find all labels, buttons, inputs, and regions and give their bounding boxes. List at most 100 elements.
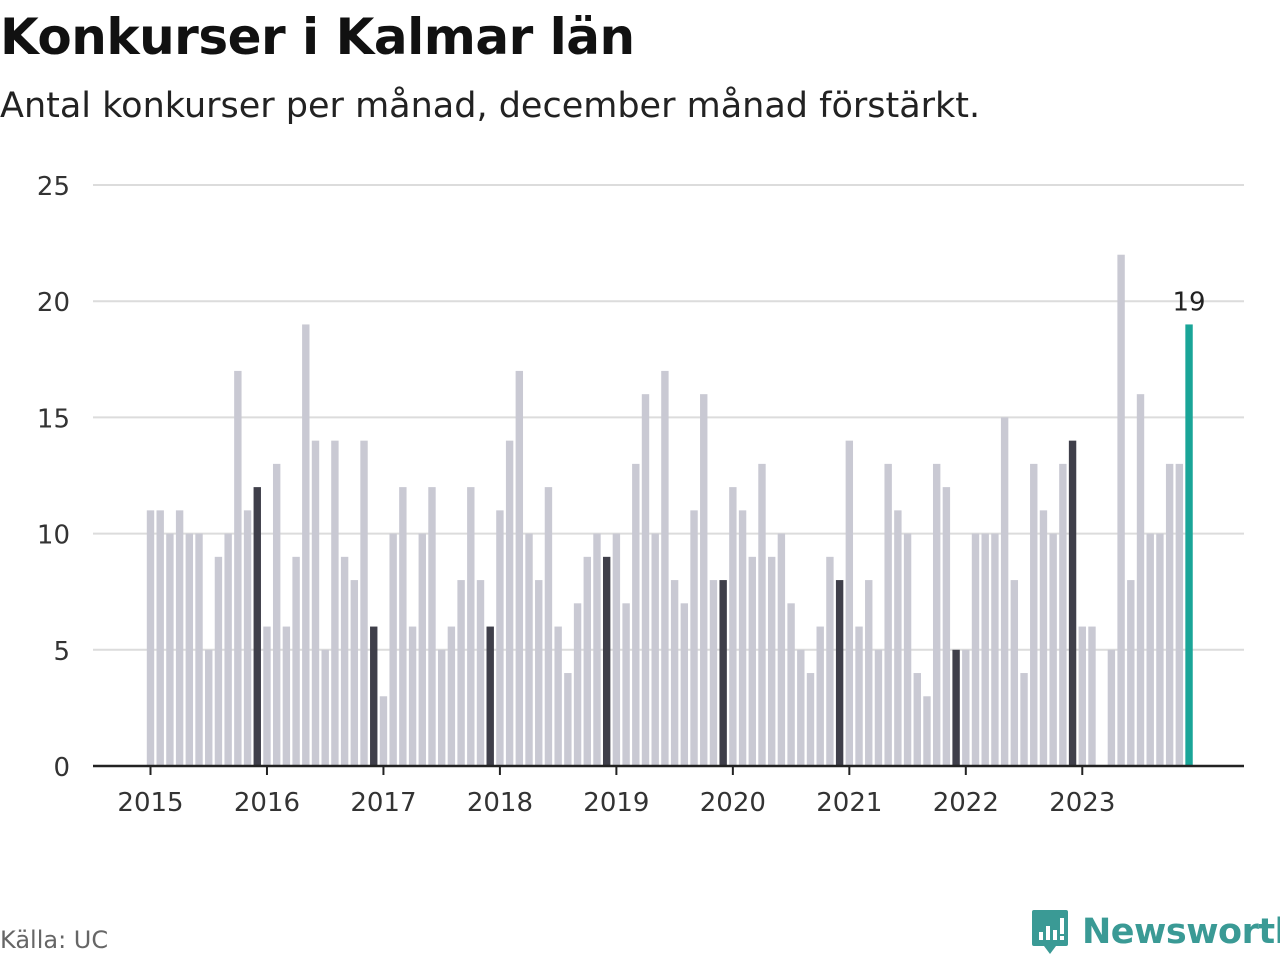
bar [641, 394, 650, 766]
bar [612, 533, 621, 766]
bar [350, 580, 359, 766]
december-bar [1068, 440, 1077, 766]
bar [806, 673, 815, 766]
bar [195, 533, 203, 766]
bar [1039, 510, 1048, 766]
bar [797, 649, 805, 766]
x-tick-label: 2023 [1049, 788, 1115, 818]
x-tick-label: 2015 [117, 788, 183, 818]
bar [272, 463, 281, 766]
december-bar [253, 487, 261, 766]
bar [583, 556, 591, 766]
bar [205, 649, 213, 766]
x-tick-label: 2018 [467, 788, 533, 818]
bar [932, 463, 941, 766]
december-bar [835, 580, 844, 766]
y-tick-label: 15 [37, 404, 70, 434]
bar [1000, 417, 1009, 766]
y-tick-label: 0 [53, 753, 70, 783]
bar [845, 440, 854, 766]
bar [234, 370, 242, 766]
bar [408, 626, 417, 766]
bar [865, 580, 873, 766]
x-tick-label: 2019 [583, 788, 649, 818]
x-tick-label: 2021 [816, 788, 882, 818]
bar [457, 580, 465, 766]
latest-bar [1185, 324, 1193, 766]
y-tick-label: 20 [37, 288, 70, 318]
x-tick-label: 2017 [350, 788, 416, 818]
bar [214, 556, 223, 766]
bar [389, 533, 397, 766]
december-bar [952, 649, 960, 766]
bar [913, 673, 921, 766]
bar [981, 533, 989, 766]
bar [243, 510, 252, 766]
bar [894, 510, 902, 766]
bar [379, 696, 388, 766]
bar [331, 440, 339, 766]
bar [855, 626, 863, 766]
bar [971, 533, 980, 766]
chart-subtitle: Antal konkurser per månad, december måna… [0, 86, 981, 126]
bar [418, 533, 426, 766]
bar [651, 533, 659, 766]
bar [1136, 394, 1145, 766]
bar [1165, 463, 1174, 766]
bar [467, 487, 475, 766]
bar [263, 626, 271, 766]
bar [942, 487, 951, 766]
bar [321, 649, 329, 766]
newsworthy-logo-icon [1032, 910, 1068, 954]
bar [525, 533, 533, 766]
bar [738, 510, 747, 766]
bar [1127, 580, 1135, 766]
bar [903, 533, 912, 766]
bar [816, 626, 824, 766]
chart-title: Konkurser i Kalmar län [0, 8, 635, 66]
bar [884, 463, 892, 766]
bar [700, 394, 708, 766]
bar [991, 533, 999, 766]
bar [437, 649, 446, 766]
bar [1107, 649, 1116, 766]
bar [670, 580, 679, 766]
bar [496, 510, 504, 766]
bar [826, 556, 834, 766]
bar [311, 440, 320, 766]
y-tick-label: 5 [53, 637, 70, 667]
bar [166, 533, 174, 766]
bar [923, 696, 931, 766]
bar [1117, 254, 1125, 766]
bar [748, 556, 756, 766]
bar [146, 510, 155, 766]
brand-name: Newsworthy [1082, 912, 1280, 952]
bar [156, 510, 164, 766]
bar [1088, 626, 1096, 766]
bar [544, 487, 553, 766]
bar [729, 487, 737, 766]
bar [709, 580, 718, 766]
bar [564, 673, 572, 766]
bar [302, 324, 310, 766]
bar [1078, 626, 1086, 766]
december-bar [486, 626, 494, 766]
bar [224, 533, 232, 766]
bar [476, 580, 485, 766]
bar [292, 556, 300, 766]
bar [1030, 463, 1038, 766]
december-bar [370, 626, 378, 766]
bar [593, 533, 601, 766]
bar [767, 556, 776, 766]
bar [554, 626, 562, 766]
bar [632, 463, 640, 766]
bar [1175, 463, 1184, 766]
bar [515, 370, 524, 766]
latest-value-label: 19 [1172, 287, 1205, 317]
december-bar [719, 580, 727, 766]
bar [962, 649, 970, 766]
bar [680, 603, 689, 766]
bar [505, 440, 514, 766]
brand: Newsworthy [1030, 908, 1280, 956]
